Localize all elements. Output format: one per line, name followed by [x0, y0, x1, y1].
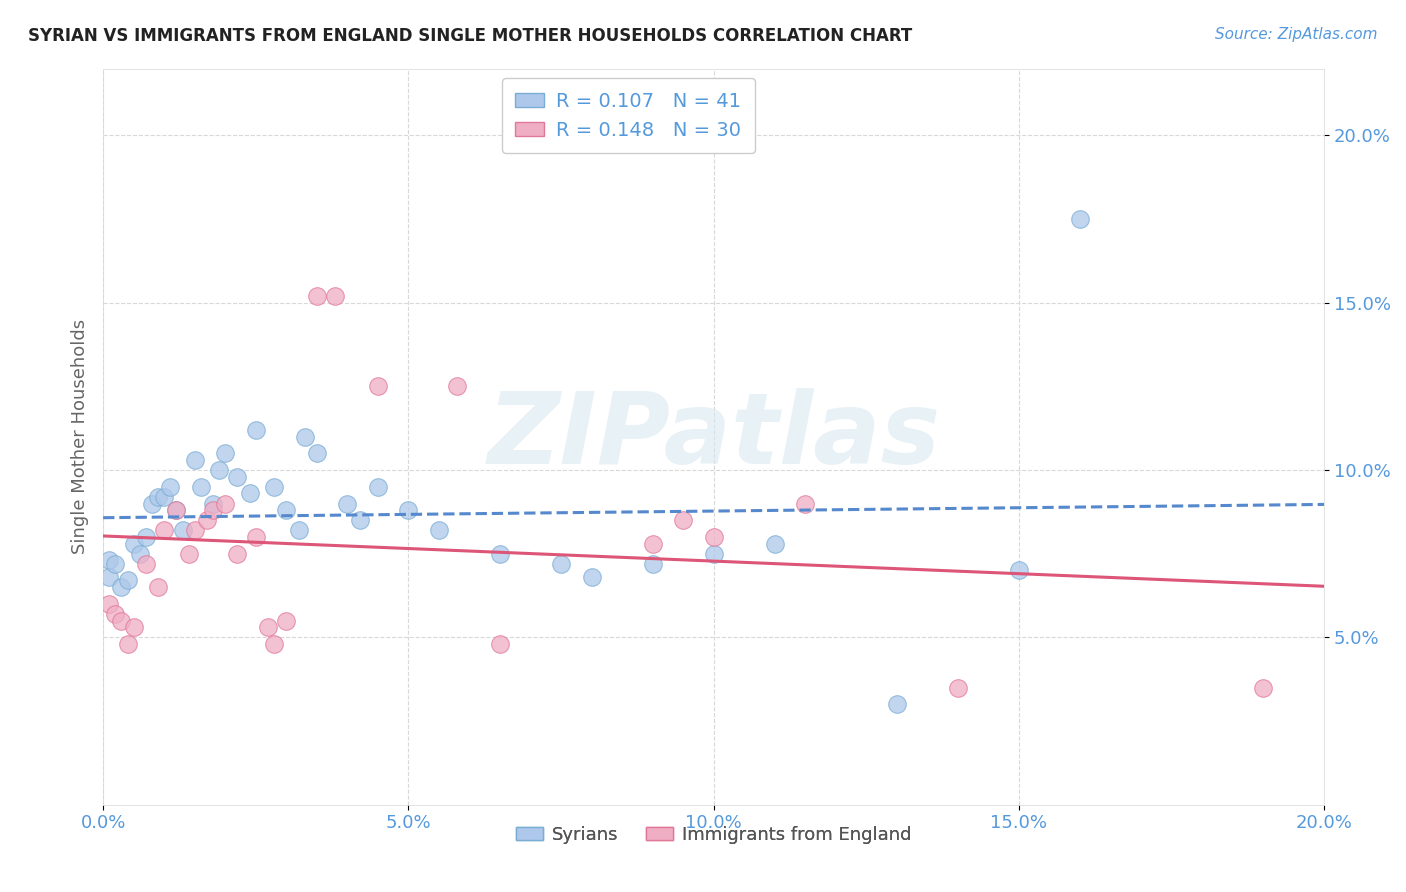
Point	[349, 513, 371, 527]
Point	[153, 523, 176, 537]
Point	[581, 570, 603, 584]
Point	[153, 490, 176, 504]
Point	[128, 547, 150, 561]
Point	[1069, 212, 1091, 227]
Point	[165, 503, 187, 517]
Point	[183, 453, 205, 467]
Point	[550, 557, 572, 571]
Point	[489, 637, 512, 651]
Point	[208, 463, 231, 477]
Point	[367, 480, 389, 494]
Point	[117, 574, 139, 588]
Point	[263, 480, 285, 494]
Point	[446, 379, 468, 393]
Point	[141, 496, 163, 510]
Point	[703, 530, 725, 544]
Point	[305, 289, 328, 303]
Point	[146, 490, 169, 504]
Point	[257, 620, 280, 634]
Point	[98, 553, 121, 567]
Point	[172, 523, 194, 537]
Point	[323, 289, 346, 303]
Point	[294, 429, 316, 443]
Point	[763, 537, 786, 551]
Text: Source: ZipAtlas.com: Source: ZipAtlas.com	[1215, 27, 1378, 42]
Point	[214, 496, 236, 510]
Point	[1251, 681, 1274, 695]
Point	[183, 523, 205, 537]
Y-axis label: Single Mother Households: Single Mother Households	[72, 319, 89, 554]
Point	[245, 530, 267, 544]
Point	[117, 637, 139, 651]
Point	[195, 513, 218, 527]
Point	[202, 503, 225, 517]
Point	[703, 547, 725, 561]
Point	[427, 523, 450, 537]
Point	[98, 597, 121, 611]
Point	[110, 580, 132, 594]
Point	[110, 614, 132, 628]
Point	[159, 480, 181, 494]
Point	[104, 557, 127, 571]
Point	[122, 620, 145, 634]
Point	[122, 537, 145, 551]
Point	[276, 503, 298, 517]
Text: SYRIAN VS IMMIGRANTS FROM ENGLAND SINGLE MOTHER HOUSEHOLDS CORRELATION CHART: SYRIAN VS IMMIGRANTS FROM ENGLAND SINGLE…	[28, 27, 912, 45]
Point	[641, 557, 664, 571]
Point	[98, 570, 121, 584]
Point	[135, 530, 157, 544]
Point	[886, 698, 908, 712]
Point	[336, 496, 359, 510]
Point	[104, 607, 127, 621]
Point	[245, 423, 267, 437]
Point	[202, 496, 225, 510]
Point	[146, 580, 169, 594]
Point	[794, 496, 817, 510]
Point	[672, 513, 695, 527]
Point	[263, 637, 285, 651]
Point	[396, 503, 419, 517]
Point	[287, 523, 309, 537]
Point	[489, 547, 512, 561]
Point	[177, 547, 200, 561]
Point	[165, 503, 187, 517]
Point	[190, 480, 212, 494]
Point	[305, 446, 328, 460]
Point	[226, 547, 249, 561]
Point	[1008, 564, 1031, 578]
Point	[135, 557, 157, 571]
Point	[367, 379, 389, 393]
Point	[226, 469, 249, 483]
Point	[239, 486, 262, 500]
Point	[276, 614, 298, 628]
Text: ZIPatlas: ZIPatlas	[486, 388, 941, 485]
Legend: Syrians, Immigrants from England: Syrians, Immigrants from England	[509, 819, 918, 851]
Point	[946, 681, 969, 695]
Point	[214, 446, 236, 460]
Point	[641, 537, 664, 551]
